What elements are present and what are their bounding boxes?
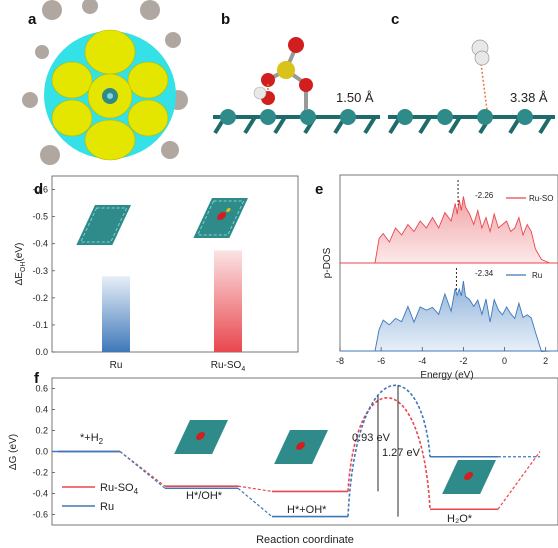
f-xlabel: Reaction coordinate [256, 534, 354, 546]
d-bars [102, 250, 242, 352]
e-dos-areas [340, 196, 558, 352]
f-connector [237, 485, 273, 492]
d-ytick-label: 0.0 [35, 347, 48, 357]
f-slab-inset-3 [442, 460, 496, 494]
f-energy-profile [52, 384, 541, 518]
e-center-ru: -2.34 [475, 269, 494, 278]
e-legend-ru: Ru [532, 271, 542, 280]
f-ytick-label: -0.4 [32, 489, 48, 499]
f-legend-ru: Ru [100, 501, 114, 513]
e-xtick-label: -8 [336, 356, 344, 366]
panel-e-label: e [315, 181, 323, 198]
panel-a-charge-density [22, 0, 188, 165]
panel-d-chart: 0.0-0.1-0.2-0.3-0.4-0.5-0.6 ΔEOH(eV) Ru … [14, 175, 299, 373]
f-connector [237, 487, 273, 518]
panel-b-structure: 1.50 Å [213, 37, 380, 135]
e-xtick-label: -2 [459, 356, 467, 366]
e-xtick-label: 2 [543, 356, 548, 366]
f-state-h2o: H₂O* [447, 513, 473, 525]
ru-atom-centers [102, 88, 118, 104]
e-x-ticks: -8 -6 -4 -2 0 2 [336, 347, 548, 366]
e-legend-ruso4: Ru-SO [529, 194, 553, 203]
f-ts-arc-Ru [347, 384, 431, 517]
f-state-hpoh: H*+OH* [287, 504, 327, 516]
d-slab-inset-ru [76, 205, 131, 245]
grey-corner-atoms [22, 0, 188, 165]
e-xlabel: Energy (eV) [420, 370, 473, 381]
d-bar-ru [102, 276, 130, 352]
panel-d-label: d [34, 181, 43, 198]
f-ytick-label: 0.6 [35, 384, 48, 394]
d-ytick-label: -0.1 [32, 320, 48, 330]
d-slab-inset-ruso4 [193, 198, 248, 238]
f-ylabel: ΔG (eV) [8, 434, 19, 470]
e-xtick-label: 0 [502, 356, 507, 366]
d-bar-ruso4 [214, 250, 242, 352]
d-frame [51, 175, 299, 353]
d-xlabel-ruso4: Ru-SO4 [211, 360, 246, 373]
f-ytick-label: -0.2 [32, 468, 48, 478]
d-y-ticks: 0.0 -0.1 -0.2 -0.3 -0.4 -0.5 -0.6 [32, 185, 55, 357]
f-slab-inset-1 [174, 420, 228, 454]
e-dos-ruso4 [340, 196, 558, 264]
f-state-hoh: H*/OH* [186, 490, 223, 502]
f-ytick-label: 0.0 [35, 447, 48, 457]
f-ytick-label: 0.4 [35, 405, 48, 415]
d-ytick-label: -0.3 [32, 266, 48, 276]
e-xtick-label: -4 [418, 356, 426, 366]
panel-f-chart: 0.6 0.4 0.2 0.0 -0.2 -0.4 -0.6 ΔG (eV) Reactio… [8, 377, 558, 546]
so4-molecule [261, 37, 313, 110]
panel-c-structure: 3.38 Å [388, 39, 555, 135]
f-connector [497, 451, 541, 510]
d-ytick-label: -0.2 [32, 293, 48, 303]
panel-a-label: a [28, 11, 37, 28]
f-state-h2: *+H2 [80, 432, 104, 446]
d-ylabel: ΔEOH(eV) [14, 243, 27, 286]
d-xlabel-ru: Ru [110, 360, 123, 371]
f-connector [119, 451, 166, 487]
e-center-ruso4: -2.26 [475, 191, 494, 200]
panel-f-label: f [34, 370, 40, 387]
distance-c: 3.38 Å [510, 90, 548, 105]
yellow-isosurface [51, 29, 169, 161]
f-legend-ruso4: Ru-SO4 [100, 482, 139, 496]
h2o-molecule [471, 39, 490, 111]
d-ytick-label: -0.4 [32, 239, 48, 249]
e-dos-ru [340, 280, 558, 352]
d-ytick-label: -0.6 [32, 185, 48, 195]
panel-e-chart: -8 -6 -4 -2 0 2 p-DOS Energy (eV) Ru-SO Ru -2… [322, 174, 558, 381]
e-ylabel: p-DOS [322, 247, 333, 278]
f-barrier-ruso4: 0.93 eV [352, 432, 391, 444]
e-xtick-label: -6 [377, 356, 385, 366]
distance-b: 1.50 Å [336, 90, 374, 105]
panel-c-label: c [391, 11, 399, 28]
e-center-markers [455, 180, 459, 290]
f-slab-inset-2 [274, 430, 328, 464]
oh-group [253, 84, 275, 105]
f-ytick-label: -0.6 [32, 510, 48, 520]
d-ytick-label: -0.5 [32, 212, 48, 222]
panel-b-label: b [221, 11, 230, 28]
f-ytick-label: 0.2 [35, 426, 48, 436]
f-barrier-ru: 1.27 eV [382, 447, 421, 459]
